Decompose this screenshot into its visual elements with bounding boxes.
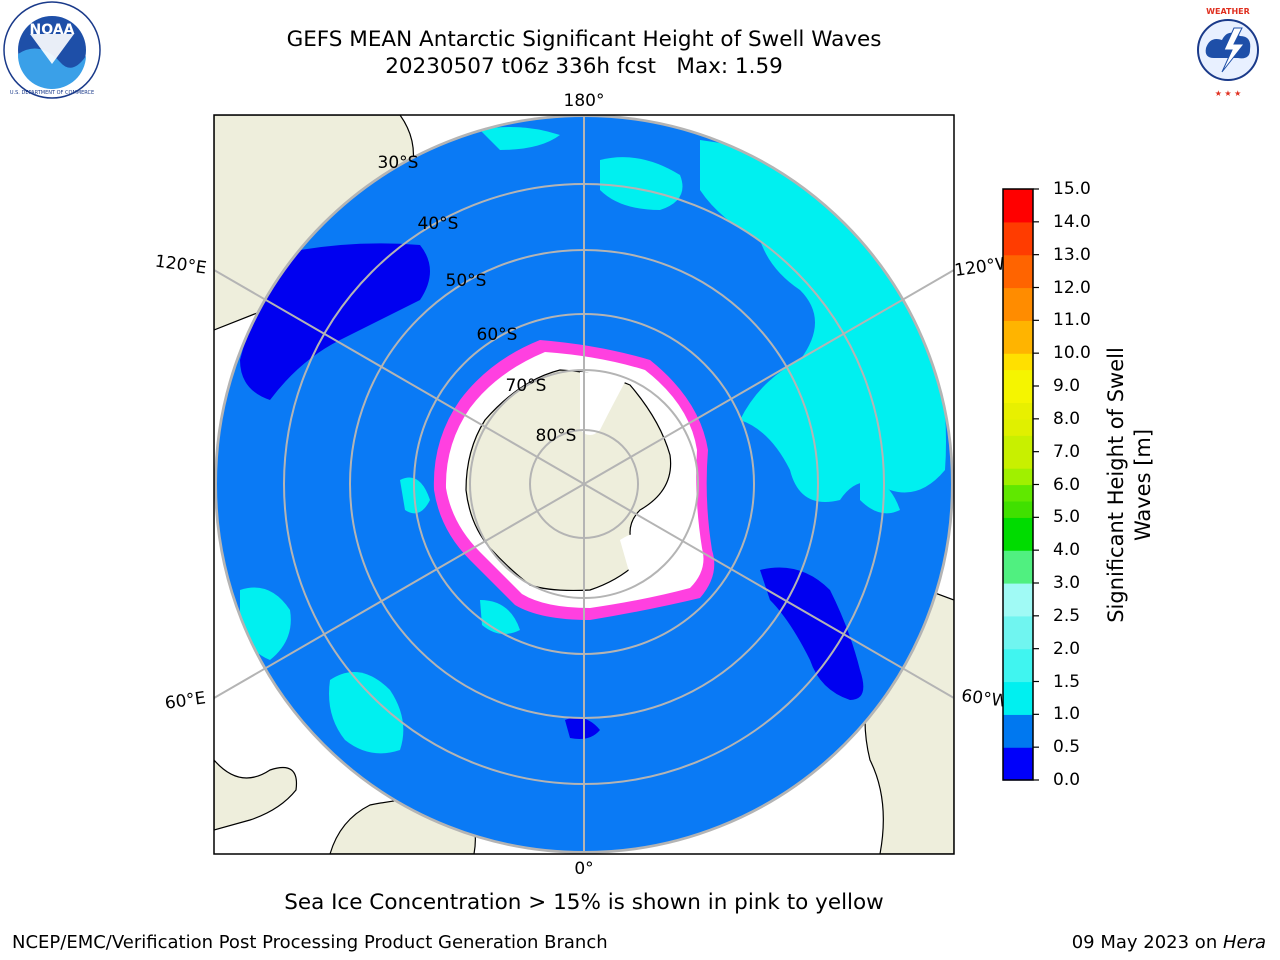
lon-label-0: 0°: [574, 859, 593, 879]
lat-label-50s: 50°S: [446, 271, 487, 291]
svg-text:★ ★ ★: ★ ★ ★: [1215, 89, 1242, 98]
svg-text:WEATHER: WEATHER: [1206, 7, 1250, 16]
colorbar-bin: [1003, 254, 1033, 272]
colorbar-bin: [1003, 681, 1033, 715]
colorbar-tick-label: 2.5: [1053, 605, 1081, 626]
lat-label-70s: 70°S: [506, 376, 547, 396]
footer-credit: NCEP/EMC/Verification Post Processing Pr…: [12, 932, 608, 953]
nws-logo: WEATHER ★ ★ ★: [1182, 4, 1274, 98]
colorbar-tick-label: 9.0: [1053, 376, 1081, 396]
colorbar-tick-label: 14.0: [1053, 211, 1091, 232]
colorbar-bin: [1003, 451, 1033, 469]
map-title: GEFS MEAN Antarctic Significant Height o…: [286, 27, 882, 52]
colorbar-tick-label: 15.0: [1053, 179, 1091, 199]
colorbar-bin: [1003, 320, 1033, 338]
colorbar-bin: [1003, 303, 1033, 321]
colorbar-label-line1: Significant Height of Swell: [1104, 347, 1128, 623]
lat-label-40s: 40°S: [418, 214, 459, 234]
colorbar-bin: [1003, 550, 1033, 568]
lon-label-60w: 60°W: [960, 686, 1009, 712]
colorbar-tick-label: 0.5: [1053, 737, 1081, 758]
colorbar: [1003, 189, 1033, 781]
colorbar-tick-label: 8.0: [1053, 408, 1081, 429]
colorbar-bin: [1003, 189, 1033, 207]
colorbar-bin: [1003, 714, 1033, 748]
colorbar-bin: [1003, 566, 1033, 584]
colorbar-tick-label: 4.0: [1053, 540, 1081, 561]
ross-ice-shelf: [580, 372, 625, 435]
colorbar-tick-label: 13.0: [1053, 244, 1091, 265]
lat-label-30s: 30°S: [378, 153, 419, 173]
graticule: [214, 115, 954, 854]
colorbar-label-line2: Waves [m]: [1131, 428, 1155, 542]
colorbar-tick-label: 12.0: [1053, 277, 1091, 298]
colorbar-bin: [1003, 287, 1033, 305]
colorbar-bin: [1003, 468, 1033, 486]
colorbar-bin: [1003, 435, 1033, 453]
colorbar-bin: [1003, 517, 1033, 535]
colorbar-tick-label: 0.0: [1053, 770, 1081, 790]
colorbar-tick-label: 5.0: [1053, 507, 1081, 528]
colorbar-tick-label: 10.0: [1053, 343, 1091, 364]
svg-text:U.S. DEPARTMENT OF COMMERCE: U.S. DEPARTMENT OF COMMERCE: [10, 90, 94, 96]
colorbar-tick-label: 6.0: [1053, 474, 1081, 495]
colorbar-bin: [1003, 615, 1033, 650]
colorbar-bin: [1003, 747, 1033, 781]
colorbar-bin: [1003, 418, 1033, 436]
colorbar-tick-label: 7.0: [1053, 441, 1081, 462]
map-frame: [213, 114, 955, 855]
colorbar-tickmarks: [1033, 188, 1039, 781]
colorbar-tick-label: 3.0: [1053, 573, 1081, 593]
lon-label-60e: 60°E: [164, 688, 207, 713]
noaa-logo: NOAA U.S. DEPARTMENT OF COMMERCE: [3, 1, 101, 99]
antarctica-land: [465, 369, 672, 592]
lat-label-60s: 60°S: [477, 325, 518, 345]
footer-date: 09 May 2023 on Hera: [1072, 932, 1266, 953]
lon-label-120e: 120°E: [154, 252, 208, 279]
colorbar-bin: [1003, 533, 1033, 551]
colorbar-bin: [1003, 402, 1033, 420]
lon-label-180: 180°: [564, 91, 605, 111]
colorbar-tick-label: 11.0: [1053, 310, 1091, 331]
colorbar-bin: [1003, 369, 1033, 387]
colorbar-bin: [1003, 336, 1033, 354]
colorbar-tick-label: 1.5: [1053, 671, 1081, 692]
footer-host: Hera: [1222, 932, 1266, 953]
map-area: [214, 115, 954, 854]
colorbar-bin: [1003, 583, 1033, 617]
swell-cyan-regions: [240, 126, 946, 754]
colorbar-tick-label: 1.0: [1053, 704, 1081, 725]
colorbar-bin: [1003, 386, 1033, 404]
colorbar-bin: [1003, 271, 1033, 289]
colorbar-tick-label: 2.0: [1053, 638, 1081, 659]
sea-ice-note: Sea Ice Concentration > 15% is shown in …: [284, 890, 884, 915]
colorbar-bin: [1003, 353, 1033, 371]
colorbar-bin: [1003, 484, 1033, 502]
footer-date-text: 09 May 2023 on: [1071, 932, 1223, 953]
colorbar-bin: [1003, 648, 1033, 683]
colorbar-bin: [1003, 221, 1033, 239]
colorbar-bin: [1003, 500, 1033, 518]
map-subtitle: 20230507 t06z 336h fcst Max: 1.59: [385, 54, 783, 79]
lat-label-80s: 80°S: [536, 426, 577, 446]
colorbar-bin: [1003, 238, 1033, 256]
colorbar-bin: [1003, 205, 1033, 223]
svg-text:NOAA: NOAA: [30, 22, 75, 38]
